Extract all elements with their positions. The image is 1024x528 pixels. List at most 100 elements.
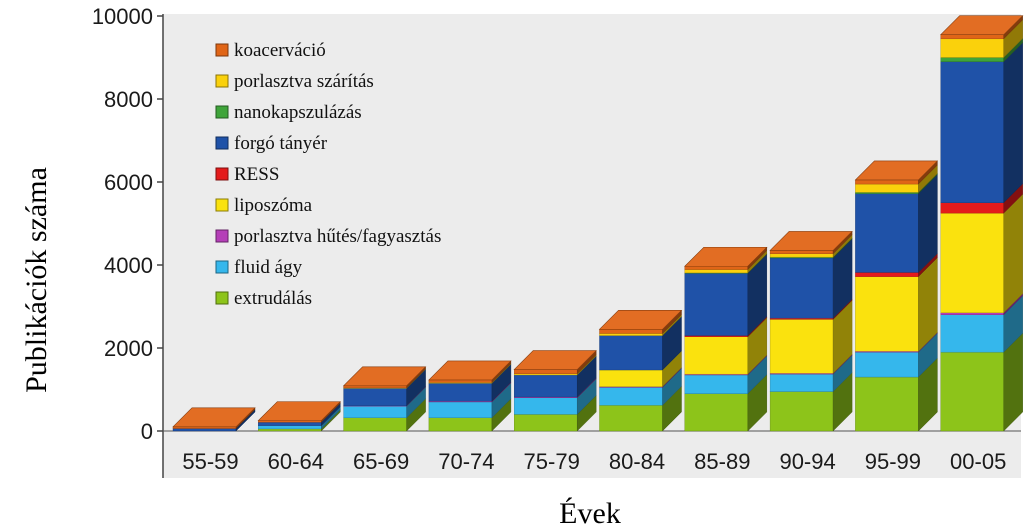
- x-axis-title: Évek: [559, 497, 621, 528]
- bar-segment: [940, 351, 1004, 432]
- bar-segment: [258, 422, 322, 426]
- axes: 0 2000 4000 6000 8000 10000 55-59 60-64 65-69 70-…: [92, 4, 1021, 478]
- bar-segment: [684, 374, 748, 394]
- bar-segment: [855, 183, 919, 193]
- legend-swatch: [215, 198, 229, 212]
- bar-segment: [258, 425, 322, 430]
- bar-segment: [940, 212, 1004, 313]
- bar-segment: [514, 369, 578, 374]
- legend-item: porlasztva szárítás: [215, 71, 374, 92]
- bar-segment: [428, 417, 493, 432]
- legend-swatch: [215, 260, 229, 274]
- x-tick-label: 00-05: [950, 449, 1006, 474]
- legend-swatch: [215, 229, 229, 243]
- legend-label: koacerváció: [234, 40, 326, 61]
- bar-stack-60-64: [257, 401, 342, 432]
- bar-segment: [940, 61, 1004, 203]
- bar-segment-side: [1003, 42, 1023, 204]
- x-tick-label: 55-59: [182, 449, 238, 474]
- bar-top-face: [598, 310, 683, 330]
- bar-segment: [599, 405, 663, 432]
- legend-label: forgó tányér: [234, 133, 328, 154]
- bar-top-face: [854, 160, 939, 181]
- bar-segment: [940, 312, 1004, 316]
- bars: [172, 15, 1024, 432]
- x-tick-label: 90-94: [779, 449, 835, 474]
- y-tick-label: 10000: [92, 4, 153, 29]
- bar-segment: [343, 405, 407, 418]
- x-tick-label: 65-69: [353, 449, 409, 474]
- legend-item: forgó tányér: [215, 133, 328, 154]
- x-tick-label: 85-89: [694, 449, 750, 474]
- bar-segment: [940, 314, 1004, 353]
- bar-segment: [855, 272, 919, 277]
- bar-top-face: [939, 15, 1024, 35]
- bar-segment: [684, 269, 748, 274]
- bar-segment: [599, 329, 663, 334]
- bar-top-face: [684, 246, 768, 267]
- bar-segment: [599, 387, 663, 406]
- bar-stack-70-74: [428, 360, 512, 432]
- legend-item: RESS: [215, 164, 279, 185]
- bar-segment: [769, 391, 834, 432]
- y-tick-label: 0: [141, 419, 153, 444]
- bar-stack-90-94: [769, 230, 853, 432]
- bar-segment: [855, 179, 919, 185]
- bar-segment: [172, 428, 237, 432]
- legend-swatch: [215, 167, 229, 181]
- legend-label: fluid ágy: [234, 257, 303, 278]
- bar-segment: [769, 373, 834, 392]
- bar-segment: [343, 417, 407, 432]
- y-tick-label: 6000: [104, 170, 153, 195]
- legend: koacerváció porlasztva szárítás nanokapszu…: [215, 40, 441, 309]
- bar-segment: [514, 397, 578, 415]
- bar-top-face: [257, 401, 342, 421]
- bar-segment: [514, 374, 578, 398]
- bar-segment: [428, 401, 493, 418]
- y-axis-title: Publikációk száma: [20, 167, 53, 393]
- bar-stack-85-89: [684, 246, 768, 432]
- bar-stack-65-69: [342, 366, 427, 432]
- legend-swatch: [215, 74, 229, 88]
- bar-segment: [599, 333, 663, 336]
- bar-segment: [855, 376, 919, 432]
- legend-item: koacerváció: [215, 40, 326, 61]
- legend-item: porlasztva hűtés/fagyasztás: [215, 226, 441, 247]
- bar-top-face: [769, 231, 853, 251]
- y-tick-label: 2000: [104, 336, 153, 361]
- bar-segment: [428, 383, 493, 402]
- bar-top-face: [513, 350, 597, 370]
- y-tick-label: 8000: [104, 87, 153, 112]
- bar-segment: [599, 335, 663, 371]
- bar-stack-80-84: [598, 309, 683, 432]
- legend-label: porlasztva szárítás: [234, 71, 374, 92]
- legend-item: fluid ágy: [215, 257, 303, 278]
- x-tick-label: 95-99: [865, 449, 921, 474]
- bar-segment: [684, 266, 748, 270]
- bar-segment: [343, 385, 407, 389]
- bar-segment: [769, 257, 834, 319]
- bar-stack-95-99: [854, 160, 939, 432]
- legend-label: nanokapszulázás: [234, 102, 362, 123]
- bar-segment: [940, 34, 1004, 40]
- bar-segment: [855, 193, 919, 273]
- legend-item: liposzóma: [215, 195, 313, 216]
- legend-item: nanokapszulázás: [215, 102, 362, 123]
- bar-segment: [343, 388, 407, 406]
- bar-top-face: [342, 366, 427, 387]
- y-tick-label: 4000: [104, 253, 153, 278]
- bar-segment: [428, 379, 493, 383]
- x-tick-label: 70-74: [438, 449, 494, 474]
- bar-stack-55-59: [172, 407, 256, 432]
- legend-label: RESS: [234, 164, 279, 185]
- bar-segment: [258, 428, 322, 432]
- legend-item: extrudálás: [215, 288, 312, 309]
- bar-segment: [769, 253, 834, 258]
- bar-top-face: [428, 360, 512, 381]
- bar-segment-side: [1003, 193, 1023, 314]
- x-tick-label: 60-64: [268, 449, 324, 474]
- x-tick-label: 80-84: [609, 449, 665, 474]
- bar-segment: [855, 276, 919, 352]
